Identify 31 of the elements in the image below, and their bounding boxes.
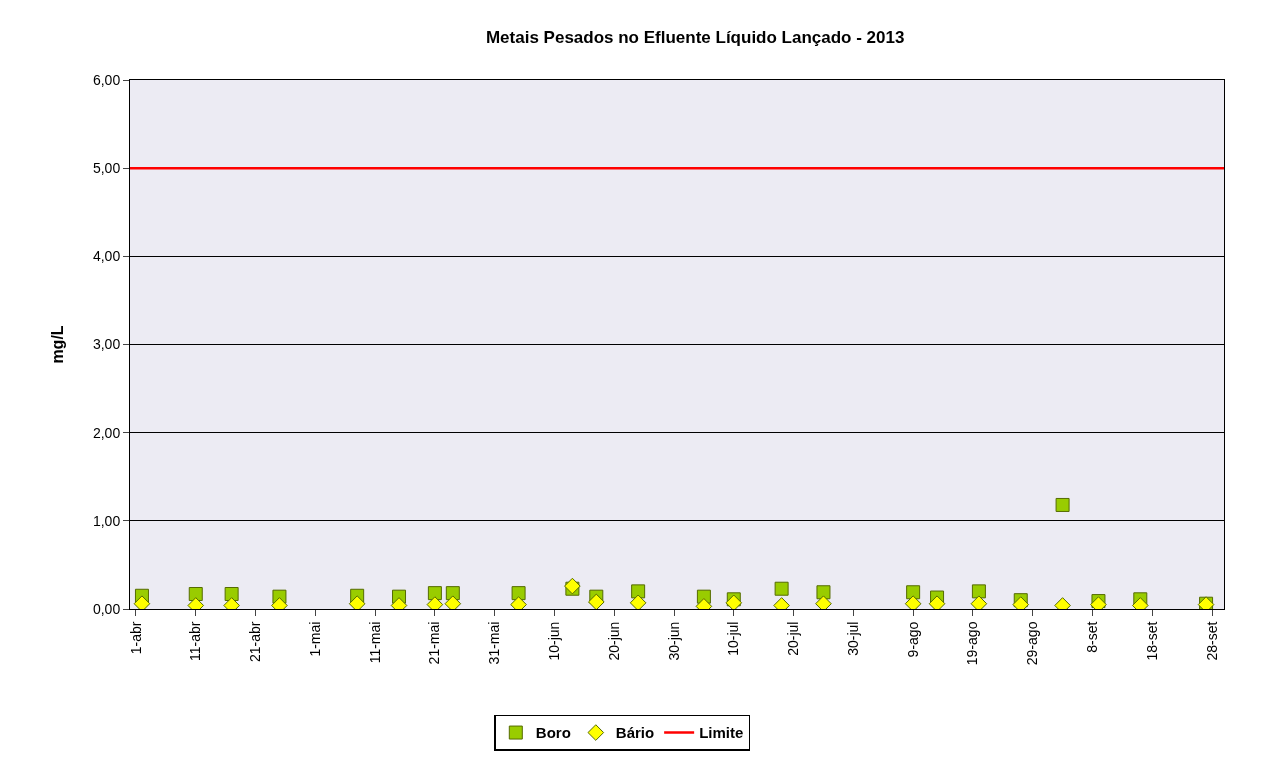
y-tick-label: 5,00	[92, 160, 121, 177]
y-axis-title: mg/L	[48, 325, 66, 364]
x-tick-label: 19-ago	[964, 621, 981, 666]
y-tick-label: 0,00	[92, 600, 121, 617]
x-tick-label: 28-set	[1203, 621, 1220, 661]
legend-label: Limite	[699, 724, 744, 742]
chart-title: Metais Pesados no Efluente Líquido Lançado - 2013	[485, 27, 905, 47]
x-tick-label: 10-jun	[546, 621, 562, 661]
x-tick-label: 18-set	[1143, 621, 1160, 661]
x-tick-label: 30-jul	[844, 621, 861, 656]
y-tick-label: 2,00	[92, 424, 121, 441]
y-tick-label: 3,00	[92, 336, 121, 353]
y-tick-label: 1,00	[92, 512, 121, 529]
x-tick-label: 29-ago	[1024, 621, 1041, 666]
x-tick-label: 20-jun	[605, 621, 622, 661]
x-tick-label: 21-mai	[426, 621, 443, 665]
legend-label: Boro	[535, 724, 571, 742]
x-tick-label: 11-mai	[366, 621, 383, 664]
x-tick-label: 1-mai	[306, 621, 323, 657]
x-tick-label: 30-jun	[665, 621, 682, 661]
x-tick-label: 10-jul	[725, 621, 742, 656]
x-tick-label: 9-ago	[904, 621, 921, 658]
x-tick-label: 21-abr	[247, 621, 264, 663]
x-tick-label: 11-abr	[187, 621, 204, 662]
y-tick-label: 4,00	[92, 248, 121, 265]
legend-label: Bário	[615, 724, 655, 742]
x-tick-label: 8-set	[1084, 621, 1101, 653]
x-tick-label: 31-mai	[486, 621, 503, 665]
x-tick-label: 1-abr	[127, 621, 144, 655]
x-tick-label: 20-jul	[785, 621, 802, 656]
y-tick-label: 6,00	[92, 71, 121, 88]
